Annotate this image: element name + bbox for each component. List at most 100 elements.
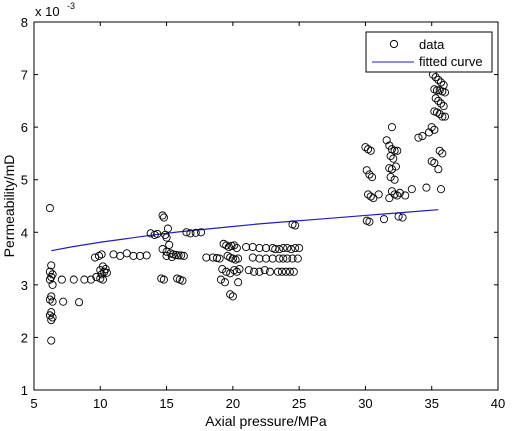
data-point (232, 244, 241, 253)
x-tick-label: 15 (159, 396, 173, 411)
data-point (186, 229, 195, 238)
data-point (235, 265, 244, 274)
data-point (365, 170, 374, 179)
data-point (69, 275, 78, 284)
data-point (86, 275, 96, 284)
data-point (47, 336, 56, 345)
data-point (202, 253, 211, 262)
y-tick-label: 5 (21, 173, 28, 188)
data-point (255, 254, 264, 263)
x-tick-label: 40 (491, 396, 505, 411)
data-point (162, 233, 171, 242)
data-point (291, 221, 300, 230)
data-point (80, 275, 89, 284)
data-point (379, 215, 389, 224)
data-point (418, 132, 427, 141)
data-point (394, 212, 403, 221)
data-point (248, 242, 257, 252)
data-point (45, 275, 54, 284)
data-point (255, 244, 264, 253)
ticks: 5 10 15 20 25 30 35 40 1 2 3 4 5 6 7 8 (21, 15, 505, 411)
data-point (281, 267, 290, 276)
data-point (369, 194, 378, 203)
data-point (208, 253, 218, 262)
data-point (244, 266, 253, 275)
data-point (177, 251, 186, 260)
data-point (291, 244, 300, 253)
data-point (436, 185, 446, 194)
data-point (179, 251, 188, 260)
data-point (265, 267, 275, 276)
data-point (295, 244, 304, 253)
data-point (159, 213, 168, 222)
data-point (159, 275, 168, 284)
data-point (227, 241, 236, 251)
data-point (178, 276, 187, 285)
fitted-curve-layer (51, 209, 439, 252)
data-point (385, 194, 394, 203)
x-tick-label: 5 (30, 396, 37, 411)
data-point (167, 252, 176, 262)
data-point (232, 267, 241, 276)
data-point (191, 228, 200, 237)
data-point (97, 250, 106, 259)
data-point (48, 297, 57, 306)
data-point (97, 270, 106, 279)
data-point (153, 229, 162, 238)
data-point (47, 261, 56, 270)
data-point (146, 229, 155, 238)
y-tick-label: 7 (21, 68, 28, 83)
data-point (136, 251, 145, 260)
data-point (275, 245, 284, 254)
data-point (218, 265, 227, 274)
data-point (287, 245, 296, 254)
data-point (242, 242, 251, 252)
y-tick-label: 4 (21, 225, 28, 240)
data-point (196, 228, 206, 237)
data-points-layer (45, 70, 450, 345)
data-point (47, 316, 56, 325)
data-point (430, 125, 439, 134)
data-point (425, 128, 434, 137)
data-point (382, 136, 391, 145)
data-point (250, 267, 259, 276)
legend-fitted-curve-label: fitted curve (419, 54, 483, 69)
data-point (255, 267, 264, 276)
data-point (215, 254, 224, 263)
data-point (48, 280, 57, 289)
fitted-curve-line (51, 209, 439, 252)
data-point (228, 292, 237, 301)
data-point (158, 211, 167, 220)
data-point (438, 112, 447, 121)
data-point (434, 96, 443, 105)
data-point (365, 217, 374, 226)
data-point (279, 254, 288, 263)
data-point (434, 75, 443, 84)
data-point (431, 94, 440, 103)
data-point (142, 251, 151, 260)
data-point (59, 297, 68, 306)
data-point (414, 133, 423, 142)
data-point (368, 173, 377, 182)
data-point (434, 165, 443, 174)
y-tick-label: 8 (21, 15, 28, 30)
data-point (422, 183, 431, 192)
data-point (374, 190, 383, 199)
data-point (439, 102, 448, 111)
data-point (435, 109, 444, 119)
x-tick-label: 35 (424, 396, 438, 411)
data-point (271, 245, 280, 254)
data-point (435, 146, 444, 155)
data-point (362, 166, 371, 175)
data-point (436, 99, 446, 108)
legend-data-label: data (419, 37, 445, 52)
data-point (234, 278, 243, 287)
data-point (438, 149, 447, 158)
data-point (220, 278, 229, 287)
y-axis-title: Permeability/mD (1, 155, 17, 258)
x-axis-title: Axial pressure/MPa (205, 413, 327, 429)
data-point (387, 123, 396, 132)
data-point (293, 254, 302, 263)
data-point (387, 165, 396, 174)
